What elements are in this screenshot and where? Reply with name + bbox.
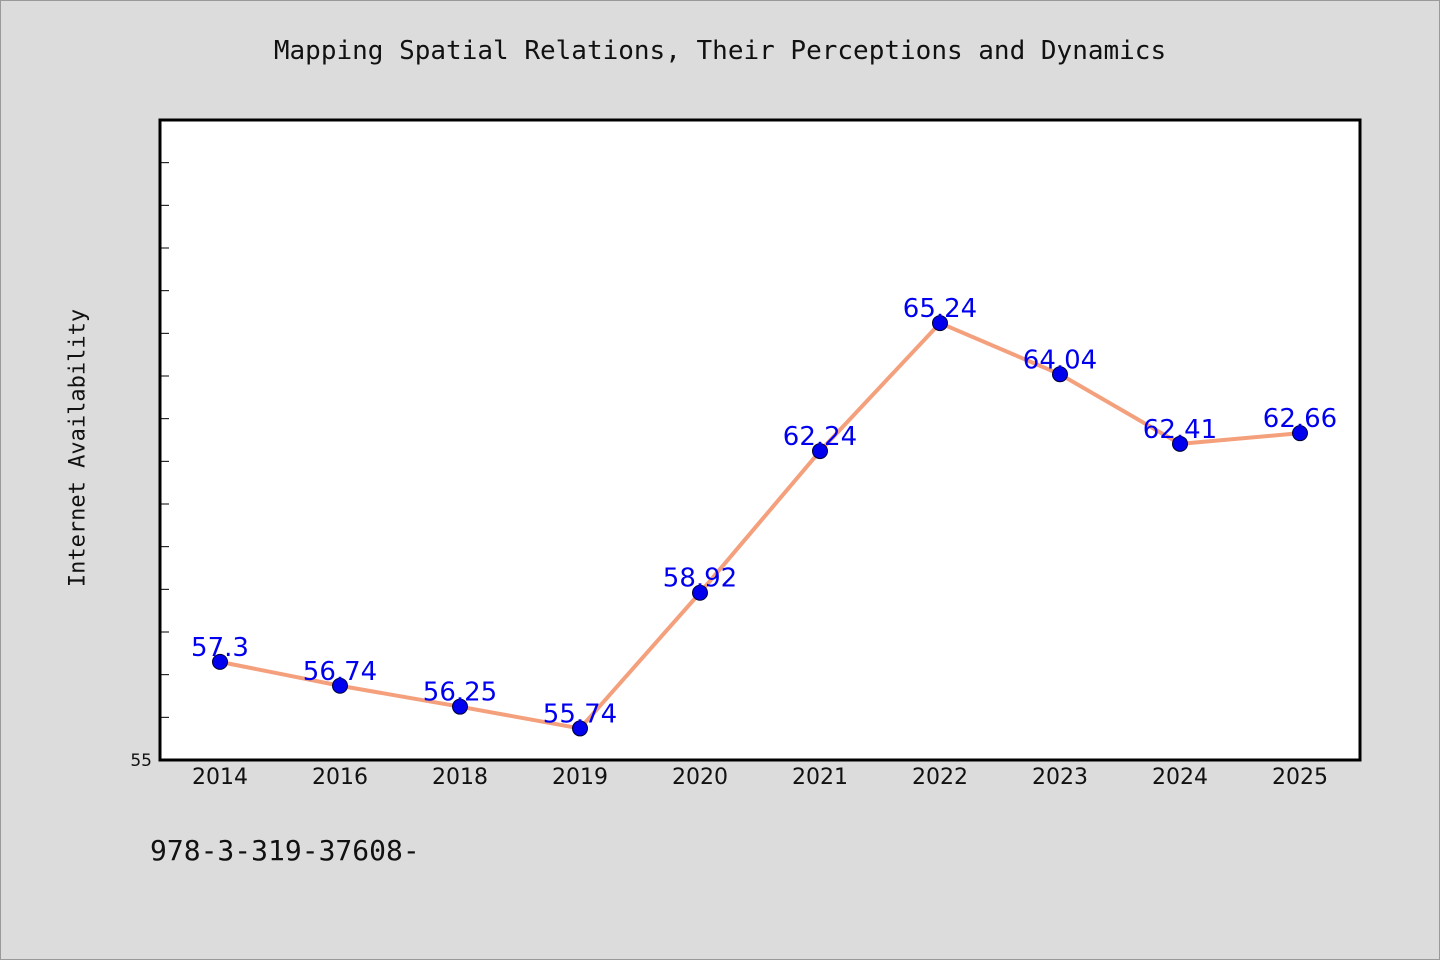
data-point bbox=[692, 584, 708, 601]
x-tick-label: 2024 bbox=[1152, 765, 1208, 790]
y-tick-label: 55 bbox=[130, 751, 152, 771]
x-tick-label: 2022 bbox=[912, 765, 968, 790]
data-label: 64.04 bbox=[1023, 345, 1097, 375]
data-label: 62.24 bbox=[783, 422, 857, 452]
data-point bbox=[812, 443, 828, 460]
plot-area bbox=[158, 118, 1362, 762]
data-label: 62.41 bbox=[1143, 415, 1217, 445]
x-tick-label: 2025 bbox=[1272, 765, 1328, 790]
data-label: 56.74 bbox=[303, 657, 377, 687]
data-label: 55.74 bbox=[543, 699, 617, 729]
x-tick-label: 2019 bbox=[552, 765, 608, 790]
data-label: 56.25 bbox=[423, 678, 497, 708]
data-point bbox=[1172, 435, 1188, 452]
footnote-isbn: 978-3-319-37608- bbox=[150, 834, 420, 867]
data-point bbox=[212, 653, 228, 670]
x-tick-label: 2020 bbox=[672, 765, 728, 790]
data-label: 57.3 bbox=[191, 633, 249, 663]
data-point bbox=[1292, 425, 1308, 442]
data-label: 62.66 bbox=[1263, 404, 1337, 434]
data-point bbox=[572, 720, 588, 737]
series-line bbox=[219, 321, 1301, 731]
x-tick-label: 2021 bbox=[792, 765, 848, 790]
x-tick-label: 2016 bbox=[312, 765, 368, 790]
x-tick-label: 2014 bbox=[192, 765, 248, 790]
data-label: 58.92 bbox=[663, 564, 737, 594]
data-label: 65.24 bbox=[903, 294, 977, 324]
data-point bbox=[932, 315, 948, 332]
data-point bbox=[452, 698, 468, 715]
x-tick-label: 2018 bbox=[432, 765, 488, 790]
data-point bbox=[332, 677, 348, 694]
x-tick-label: 2023 bbox=[1032, 765, 1088, 790]
chart-title: Mapping Spatial Relations, Their Percept… bbox=[273, 36, 1167, 66]
data-point bbox=[1052, 366, 1068, 383]
